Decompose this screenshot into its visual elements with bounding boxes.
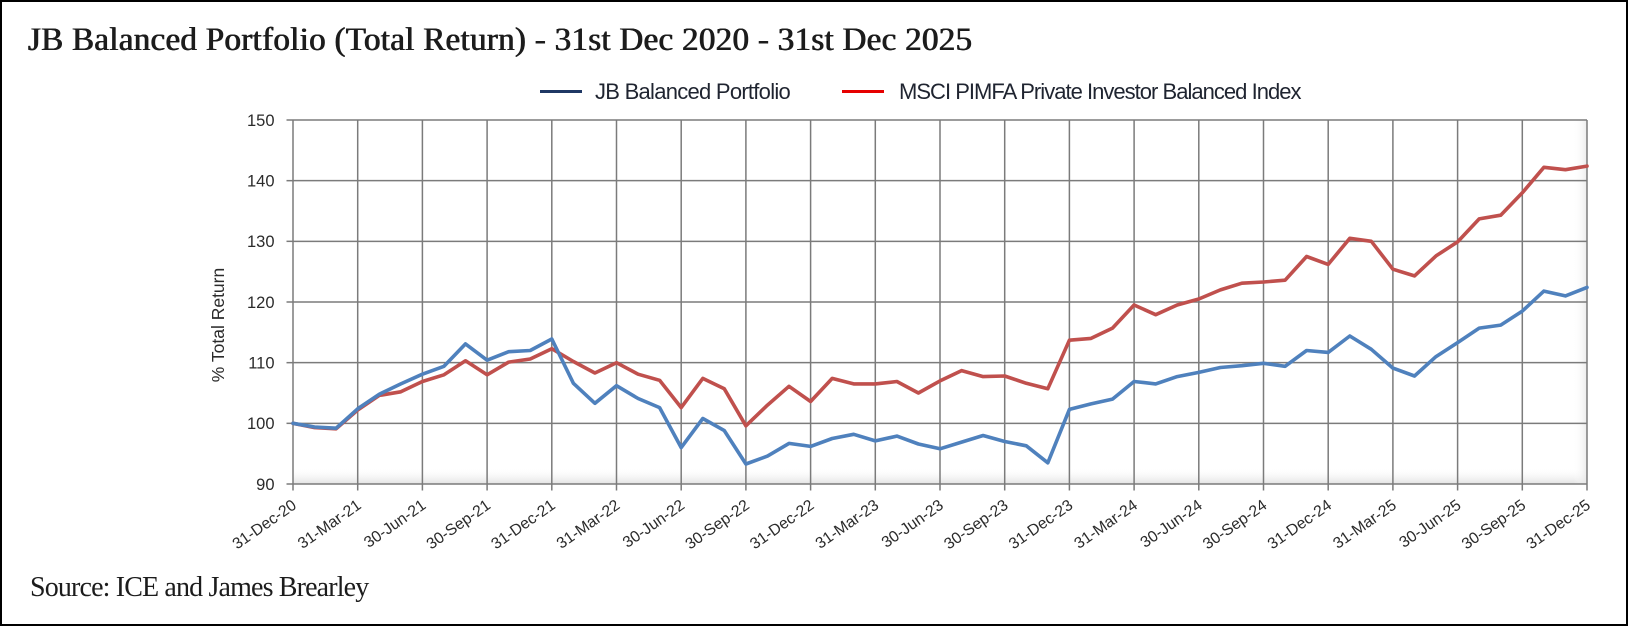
svg-text:30-Jun-22: 30-Jun-22: [620, 497, 688, 552]
svg-text:90: 90: [256, 476, 274, 494]
svg-text:31-Mar-21: 31-Mar-21: [295, 497, 365, 553]
svg-text:31-Dec-25: 31-Dec-25: [1524, 497, 1594, 553]
svg-text:30-Jun-24: 30-Jun-24: [1138, 497, 1206, 552]
svg-text:31-Dec-24: 31-Dec-24: [1265, 497, 1335, 553]
svg-text:31-Dec-22: 31-Dec-22: [747, 497, 817, 553]
svg-text:31-Mar-25: 31-Mar-25: [1330, 497, 1400, 553]
svg-text:30-Jun-25: 30-Jun-25: [1396, 497, 1464, 552]
svg-text:30-Sep-21: 30-Sep-21: [424, 497, 494, 553]
svg-text:31-Mar-23: 31-Mar-23: [813, 497, 883, 553]
svg-text:30-Sep-24: 30-Sep-24: [1200, 497, 1270, 553]
svg-text:100: 100: [247, 415, 275, 433]
svg-text:% Total Return: % Total Return: [208, 268, 228, 382]
svg-text:30-Sep-23: 30-Sep-23: [941, 497, 1011, 553]
svg-text:150: 150: [247, 112, 275, 130]
svg-text:110: 110: [248, 355, 274, 373]
svg-text:31-Dec-23: 31-Dec-23: [1006, 497, 1076, 553]
svg-text:30-Jun-23: 30-Jun-23: [879, 497, 947, 552]
svg-text:140: 140: [247, 173, 275, 191]
svg-text:30-Sep-25: 30-Sep-25: [1459, 497, 1529, 553]
svg-text:31-Dec-20: 31-Dec-20: [230, 497, 300, 553]
svg-text:30-Sep-22: 30-Sep-22: [683, 497, 753, 553]
svg-text:31-Dec-21: 31-Dec-21: [488, 497, 558, 553]
svg-text:31-Mar-24: 31-Mar-24: [1071, 497, 1141, 553]
svg-text:120: 120: [247, 294, 275, 312]
svg-text:31-Mar-22: 31-Mar-22: [554, 497, 623, 553]
svg-text:30-Jun-21: 30-Jun-21: [361, 497, 429, 552]
svg-text:130: 130: [247, 233, 275, 251]
